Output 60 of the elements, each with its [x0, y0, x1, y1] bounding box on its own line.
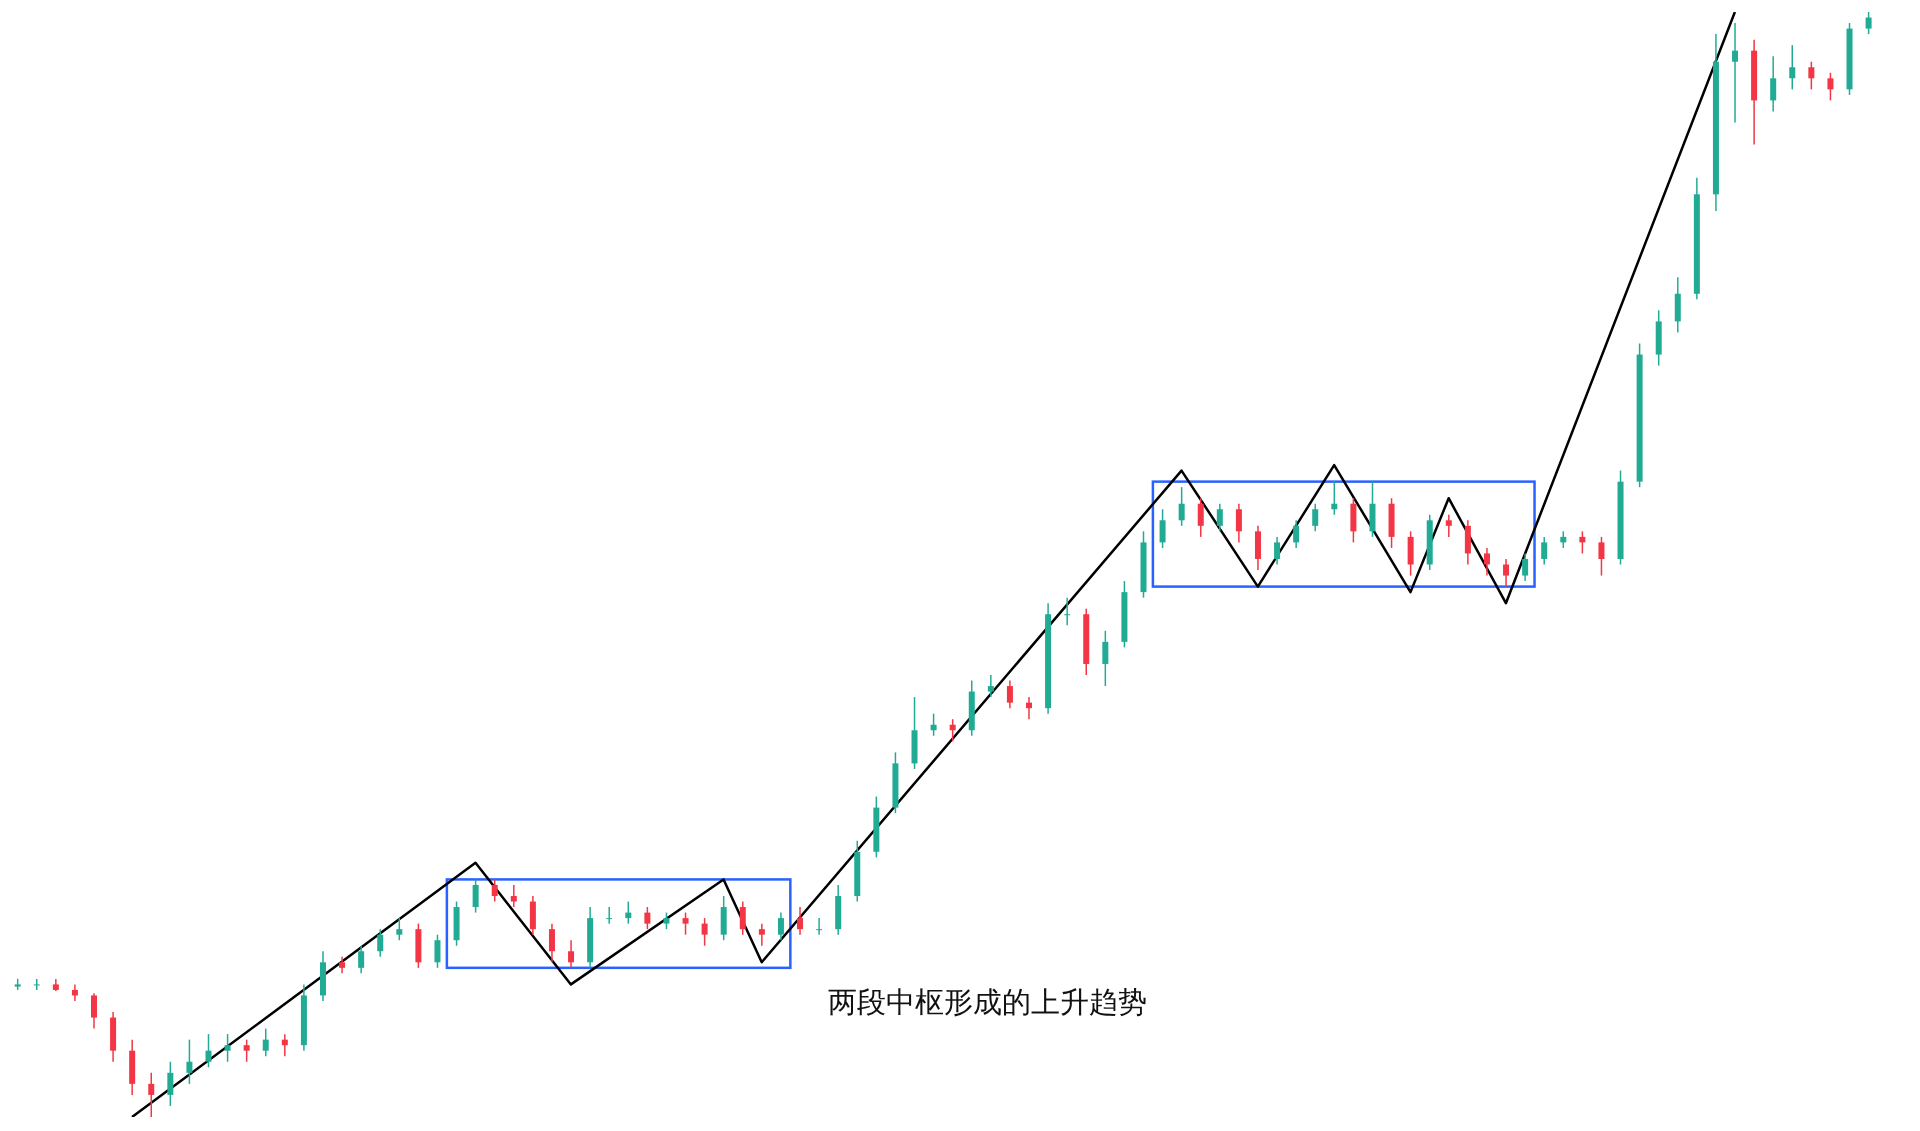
candlestick [377, 928, 384, 958]
candlestick [758, 922, 765, 947]
candlestick [777, 911, 784, 941]
candlestick [1064, 596, 1071, 627]
candlestick [1770, 55, 1777, 113]
candlestick [1827, 72, 1834, 102]
candlestick [701, 917, 708, 947]
candlestick [243, 1038, 250, 1063]
candlestick [224, 1033, 231, 1063]
candlestick [1598, 536, 1605, 577]
candlestick [1789, 44, 1796, 91]
candlestick [262, 1027, 269, 1057]
candlestick [1503, 558, 1510, 588]
candlestick [1235, 502, 1242, 544]
candlestick [396, 917, 403, 941]
candlestick [797, 906, 804, 936]
candlestick [1808, 60, 1815, 91]
candlestick [644, 906, 651, 930]
candlestick [606, 906, 613, 925]
candlestick [949, 718, 956, 743]
candlestick [568, 939, 575, 969]
candlestick [682, 911, 689, 936]
candlestick [1006, 679, 1013, 709]
candlestick [625, 900, 632, 925]
candlestick [71, 983, 78, 1002]
candlestick [510, 884, 517, 908]
candlestick [91, 992, 98, 1030]
candlestick [1159, 508, 1166, 549]
candlestick [472, 878, 479, 914]
candlestick [1865, 12, 1872, 35]
candlestick [186, 1038, 193, 1085]
candlestick [434, 933, 441, 969]
candlestick [148, 1072, 155, 1117]
candlestick [1522, 552, 1529, 582]
candlestick [987, 674, 994, 698]
candlestick [1197, 497, 1204, 538]
candlestick [1445, 514, 1452, 538]
candlestick [930, 712, 937, 737]
candlestick [1579, 530, 1586, 555]
candlestick [1274, 536, 1281, 566]
candlestick [1541, 536, 1548, 566]
candlestick [358, 944, 365, 975]
candlestick [1216, 502, 1223, 533]
candlestick [33, 978, 40, 991]
candlestick [491, 878, 498, 903]
candlestick [1178, 486, 1185, 527]
candlestick [1026, 696, 1033, 720]
candlestick [1293, 519, 1300, 549]
candlestick [1483, 547, 1490, 577]
candlestick [739, 900, 746, 936]
candlestick [816, 917, 823, 936]
annotation: 两段中枢形成的上升趋势 [828, 984, 1147, 1021]
candlestick [548, 922, 555, 964]
candlestick [1102, 630, 1109, 687]
candlestick [1312, 502, 1319, 533]
candlestick [1732, 22, 1739, 124]
candlestick [167, 1061, 174, 1107]
candlestick [281, 1033, 288, 1057]
candlestick [1331, 480, 1338, 516]
candlestick [205, 1033, 212, 1069]
